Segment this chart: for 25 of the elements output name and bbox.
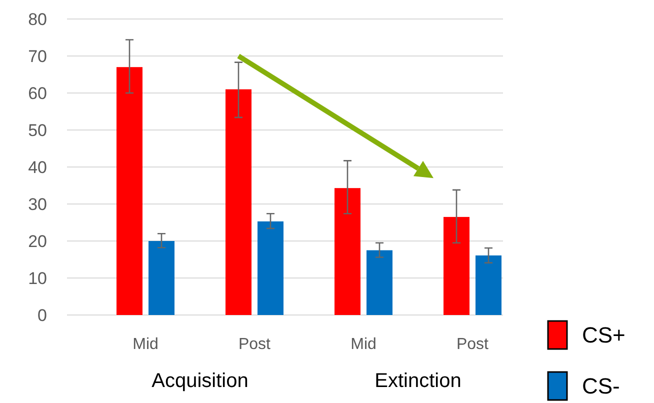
x-tick-label: Post: [456, 336, 490, 353]
text: Acquisition: [152, 370, 248, 392]
bar: [226, 89, 252, 315]
y-tick-label: 40: [28, 158, 47, 177]
y-tick-label: 80: [28, 10, 47, 29]
legend-label: CS+: [582, 322, 626, 348]
bar: [258, 221, 284, 315]
y-tick-label: 20: [28, 232, 47, 251]
x-tick-label: Mid: [350, 336, 376, 353]
y-tick-label: 30: [28, 194, 47, 214]
y-tick-label: 0: [38, 306, 47, 325]
legend-label: CS-: [582, 374, 620, 399]
x-tick-label: Post: [238, 336, 272, 353]
y-tick-label: 50: [28, 120, 47, 140]
text: Extinction: [374, 370, 462, 392]
bar: [366, 250, 392, 315]
bar: [334, 188, 360, 315]
y-tick-label: 70: [28, 46, 47, 66]
y-tick-label: 10: [28, 268, 47, 288]
bar: [476, 255, 502, 315]
bar: [148, 241, 174, 315]
bar: [444, 216, 470, 315]
bar: [116, 67, 142, 315]
x-tick-label: Mid: [132, 336, 158, 353]
y-tick-label: 60: [28, 84, 47, 103]
